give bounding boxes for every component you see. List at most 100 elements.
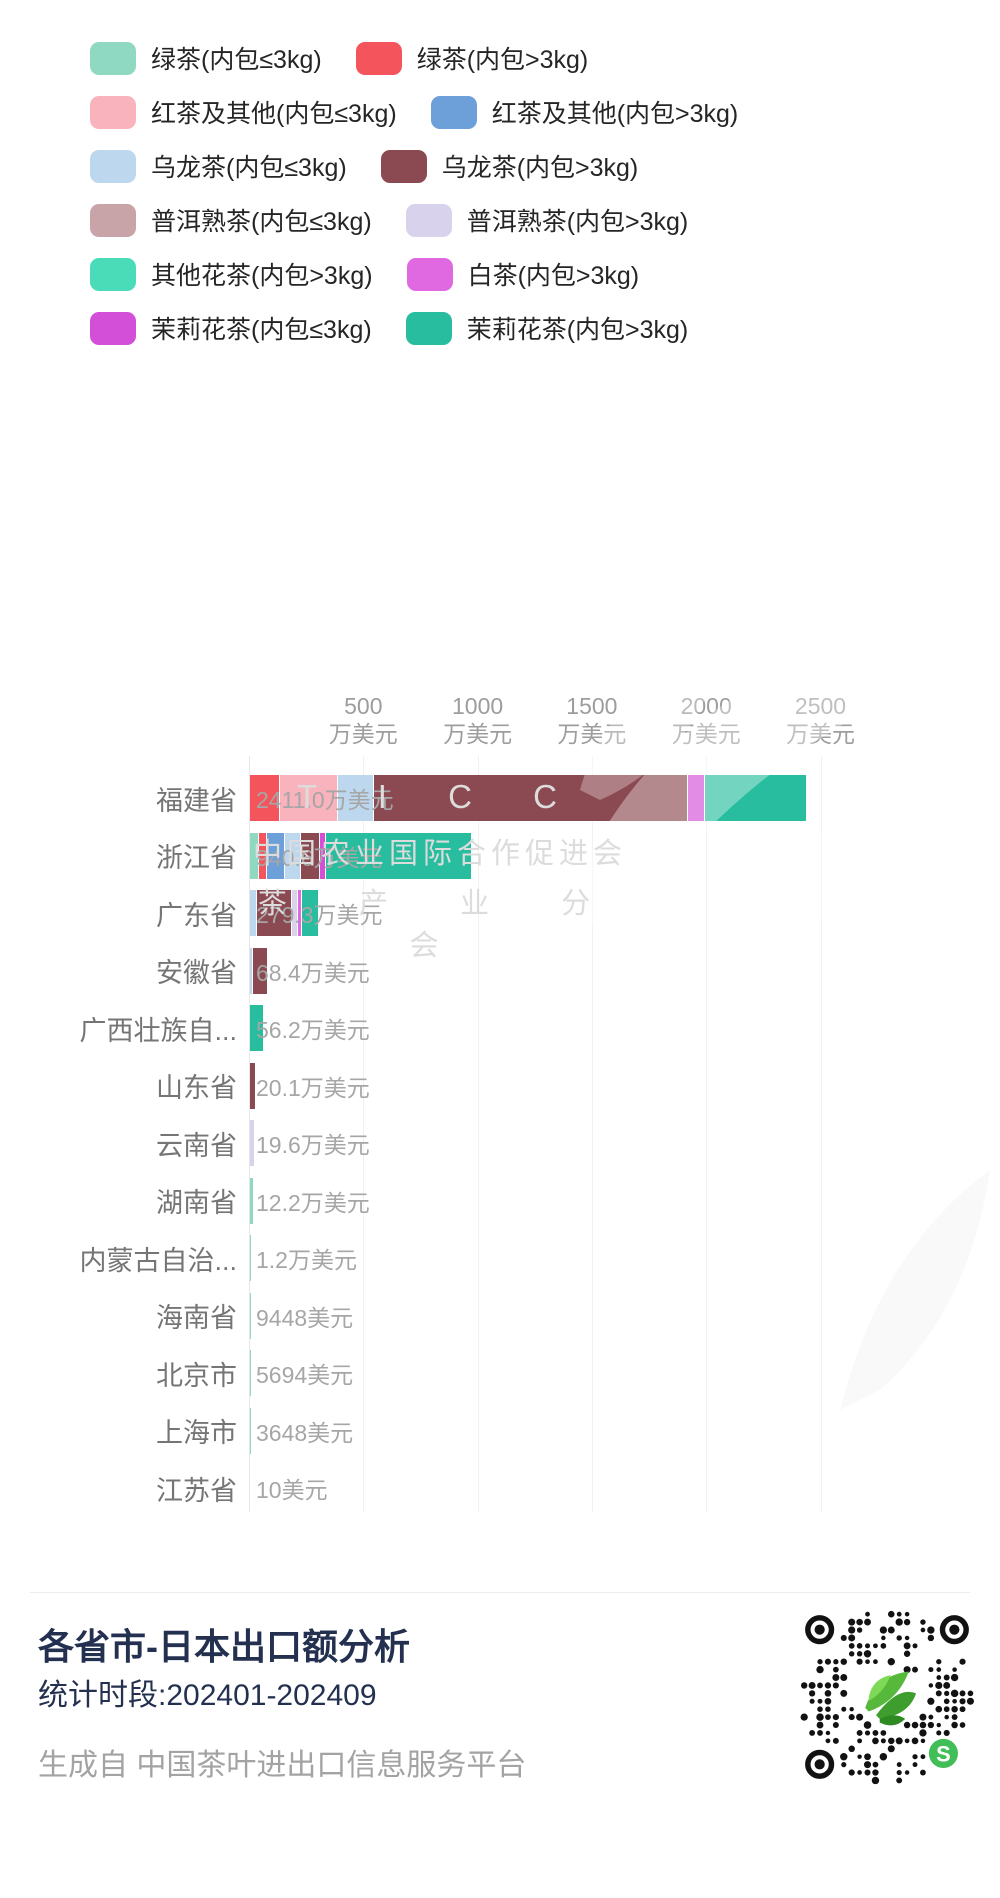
legend-item[interactable]: 其他花茶(内包>3kg) — [90, 256, 373, 292]
legend-item[interactable]: 白茶(内包>3kg) — [406, 256, 640, 292]
legend-label: 茉莉花茶(内包>3kg) — [466, 316, 689, 344]
bar-segment[interactable] — [705, 775, 807, 821]
svg-text:S: S — [936, 1742, 951, 1767]
bar-segment[interactable] — [250, 1062, 255, 1109]
province-label: 福建省 — [156, 785, 237, 816]
legend-label: 红茶及其他(内包>3kg) — [491, 100, 739, 128]
legend-item[interactable]: 乌龙茶(内包>3kg) — [380, 148, 639, 184]
bar-segment[interactable] — [250, 947, 253, 994]
value-label: 2411.0万美元 — [256, 787, 394, 813]
bar-row: 内蒙古自治... 1.2万美元 — [0, 1229, 1000, 1287]
legend-row: 乌龙茶(内包≤3kg) 乌龙茶(内包>3kg) — [90, 148, 738, 184]
legend-item[interactable]: 乌龙茶(内包≤3kg) — [90, 148, 347, 184]
report-source: 生成自 中国茶叶进出口信息服务平台 — [38, 1749, 527, 1782]
gridline — [591, 756, 593, 1512]
legend-row: 其他花茶(内包>3kg) 白茶(内包>3kg) — [90, 256, 738, 292]
legend-row: 红茶及其他(内包≤3kg) 红茶及其他(内包>3kg) — [90, 94, 738, 130]
report-period: 统计时段:202401-202409 — [38, 1679, 377, 1712]
bar-segment[interactable] — [257, 890, 291, 936]
legend-swatch — [90, 203, 136, 237]
bar-segment[interactable] — [302, 890, 318, 936]
legend-swatch — [90, 257, 136, 291]
bar-track — [250, 890, 318, 936]
gridline — [363, 756, 365, 1512]
bar-segment[interactable] — [298, 890, 302, 936]
value-label: 10美元 — [256, 1477, 328, 1503]
legend-item[interactable]: 普洱熟茶(内包>3kg) — [405, 202, 689, 238]
legend-item[interactable]: 茉莉花茶(内包≤3kg) — [90, 310, 372, 346]
province-label: 安徽省 — [156, 958, 237, 988]
bar-segment[interactable] — [250, 890, 257, 936]
qr-code: S — [800, 1610, 974, 1785]
legend-swatch — [90, 41, 136, 75]
x-axis-tick: 500 万美元 — [328, 693, 398, 747]
legend-swatch — [405, 203, 452, 237]
x-axis-tick: 2000 万美元 — [671, 693, 741, 747]
gridline — [249, 756, 250, 1512]
province-label: 海南省 — [156, 1303, 237, 1333]
bar-track — [250, 1005, 263, 1051]
legend-item[interactable]: 红茶及其他(内包>3kg) — [430, 94, 739, 130]
gridline — [820, 756, 822, 1512]
bar-row: 广西壮族自... 56.2万美元 — [0, 999, 1000, 1057]
report-title: 各省市-日本出口额分析 — [38, 1626, 410, 1667]
footer-divider — [30, 1592, 970, 1593]
legend-item[interactable]: 绿茶(内包>3kg) — [355, 40, 589, 76]
bar-segment[interactable] — [253, 947, 267, 994]
bar-track — [250, 832, 471, 879]
legend-label: 其他花茶(内包>3kg) — [151, 262, 373, 290]
bar-segment[interactable] — [259, 832, 266, 879]
value-label: 9448美元 — [256, 1304, 354, 1331]
bar-row: 江苏省 10美元 — [0, 1459, 1000, 1517]
legend-item[interactable]: 红茶及其他(内包≤3kg) — [90, 94, 397, 130]
province-label: 内蒙古自治... — [79, 1245, 237, 1276]
value-label: 940.6万美元 — [256, 844, 383, 871]
bar-segment[interactable] — [250, 1177, 253, 1224]
legend-swatch — [430, 95, 477, 129]
legend-label: 普洱熟茶(内包>3kg) — [466, 208, 689, 236]
legend-item[interactable]: 普洱熟茶(内包≤3kg) — [90, 202, 372, 238]
legend-item[interactable]: 茉莉花茶(内包>3kg) — [405, 310, 689, 346]
bar-row: 湖南省 12.2万美元 — [0, 1172, 1000, 1230]
value-label: 20.1万美元 — [256, 1074, 370, 1101]
bar-segment[interactable] — [300, 832, 320, 879]
bar-row: 海南省 9448美元 — [0, 1287, 1000, 1345]
bar-segment[interactable] — [374, 775, 688, 821]
province-label: 山东省 — [156, 1073, 237, 1103]
legend-item[interactable]: 绿茶(内包≤3kg) — [90, 40, 322, 76]
legend-swatch — [90, 149, 136, 183]
legend-label: 乌龙茶(内包>3kg) — [441, 154, 639, 182]
legend-swatch — [405, 311, 452, 345]
value-label: 3648美元 — [256, 1419, 354, 1446]
gridline — [706, 756, 708, 1512]
bar-segment[interactable] — [266, 832, 284, 879]
gridline — [477, 756, 479, 1512]
legend-swatch — [90, 95, 136, 129]
bar-segment[interactable] — [284, 832, 300, 879]
legend-label: 白茶(内包>3kg) — [467, 262, 640, 290]
bar-segment[interactable] — [250, 1120, 255, 1166]
bar-segment[interactable] — [325, 832, 471, 879]
bar-segment[interactable] — [291, 890, 298, 936]
province-label: 广东省 — [156, 900, 237, 931]
bar-segment[interactable] — [338, 775, 374, 821]
bar-segment[interactable] — [280, 775, 338, 821]
bar-segment[interactable] — [250, 1005, 263, 1051]
x-axis-tick: 1000 万美元 — [443, 693, 513, 747]
legend-label: 绿茶(内包>3kg) — [416, 46, 589, 74]
bar-segment[interactable] — [320, 832, 325, 879]
bar-row: 广东省 279.3万美元 — [0, 884, 1000, 942]
province-label: 上海市 — [156, 1418, 237, 1448]
qr-center-leaf-logo — [865, 1671, 917, 1726]
bar-segment[interactable] — [250, 832, 258, 879]
legend-row: 绿茶(内包≤3kg) 绿茶(内包>3kg) — [90, 40, 738, 76]
legend-label: 绿茶(内包≤3kg) — [151, 46, 322, 74]
legend-swatch — [406, 257, 453, 291]
value-label: 68.4万美元 — [256, 959, 370, 986]
bar-segment[interactable] — [688, 775, 705, 821]
value-label: 56.2万美元 — [256, 1017, 370, 1043]
bar-segment[interactable] — [250, 775, 280, 821]
legend-label: 乌龙茶(内包≤3kg) — [151, 154, 347, 182]
legend-label: 红茶及其他(内包≤3kg) — [151, 100, 397, 128]
